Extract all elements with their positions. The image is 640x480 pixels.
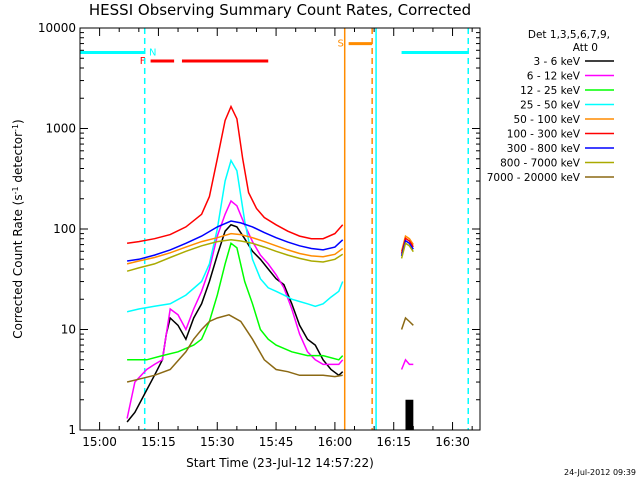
x-tick-label: 16:00	[318, 435, 353, 449]
series-line	[126, 232, 344, 265]
y-label-part: detector	[11, 132, 25, 187]
series-line	[126, 158, 344, 313]
legend-label: 100 - 300 keV	[507, 129, 581, 141]
legend-label: 7000 - 20000 keV	[487, 172, 581, 184]
flag-label: N	[149, 48, 156, 59]
series-line	[126, 199, 344, 419]
series-line	[126, 104, 344, 245]
legend-label: 3 - 6 keV	[533, 56, 580, 68]
series-line	[126, 239, 344, 272]
x-tick-label: 15:30	[200, 435, 235, 449]
vertical-markers	[143, 28, 469, 430]
y-tick-label: 10000	[38, 21, 76, 35]
y-tick-label: 1	[68, 423, 76, 437]
y-axis-ticks: 10000 1000 100 10 1	[38, 21, 480, 437]
y-label-exp: -1	[11, 124, 20, 132]
legend-label: 800 - 7000 keV	[500, 158, 581, 170]
x-tick-label: 15:00	[82, 435, 117, 449]
series-line	[126, 220, 344, 262]
y-label-part: Corrected Count Rate (s	[11, 194, 25, 338]
legend-label: 6 - 12 keV	[527, 71, 581, 83]
legend-label: 12 - 25 keV	[520, 85, 581, 97]
generated-timestamp: 24-Jul-2012 09:39	[564, 468, 636, 477]
x-tick-label: 16:15	[376, 435, 411, 449]
legend-header-line1: Det 1,3,5,6,7,9,	[528, 29, 610, 41]
y-tick-label: 10	[61, 323, 76, 337]
flag-label: S	[337, 39, 343, 50]
legend-label: 300 - 800 keV	[507, 143, 581, 155]
y-label-exp: -1	[11, 186, 20, 194]
series-lines	[126, 104, 414, 430]
x-tick-label: 15:15	[141, 435, 176, 449]
legend-entries: 3 - 6 keV 6 - 12 keV 12 - 25 keV 25 - 50 ke…	[487, 56, 614, 184]
chart-title: HESSI Observing Summary Count Rates, Cor…	[89, 1, 471, 19]
legend-header-line2: Att 0	[573, 42, 598, 54]
y-axis-label: Corrected Count Rate (s-1 detector-1)	[11, 119, 26, 338]
legend-label: 50 - 100 keV	[513, 114, 580, 126]
y-tick-label: 100	[53, 222, 76, 236]
legend-label: 25 - 50 keV	[520, 100, 581, 112]
y-label-part: )	[11, 119, 25, 124]
series-line-segment	[400, 358, 414, 370]
flag-label: F	[140, 56, 146, 67]
series-line	[126, 223, 344, 423]
series-line	[127, 242, 344, 361]
legend: Det 1,3,5,6,7,9, Att 0 3 - 6 keV 6 - 12 k…	[487, 29, 614, 184]
series-line	[126, 313, 343, 383]
y-tick-label: 1000	[45, 122, 76, 136]
x-axis-ticks: 15:00 15:15 15:30 15:45 16:00 16:15 16:30	[79, 28, 473, 449]
x-axis-label: Start Time (23-Jul-12 14:57:22)	[186, 456, 374, 470]
attenuator-bar	[405, 399, 414, 430]
x-tick-label: 16:30	[435, 435, 470, 449]
observing-flags: NF S	[80, 39, 469, 67]
series-line-segment	[400, 316, 414, 330]
series-line-segment	[400, 241, 414, 259]
x-tick-label: 15:45	[259, 435, 294, 449]
